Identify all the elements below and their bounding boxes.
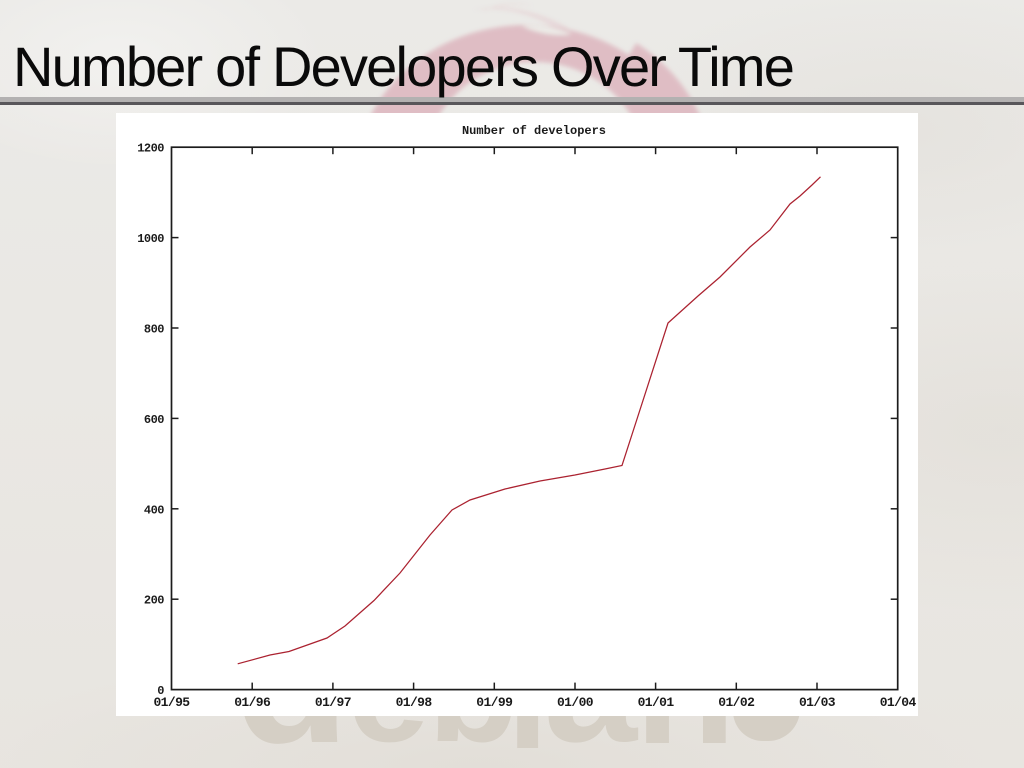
svg-text:01/98: 01/98 — [396, 695, 433, 710]
svg-text:Number of developers: Number of developers — [462, 124, 606, 138]
svg-text:01/01: 01/01 — [638, 695, 675, 710]
svg-text:01/99: 01/99 — [476, 695, 513, 710]
svg-text:01/04: 01/04 — [880, 695, 917, 710]
svg-text:200: 200 — [144, 594, 164, 608]
svg-text:800: 800 — [144, 323, 164, 337]
svg-text:01/97: 01/97 — [315, 695, 351, 710]
svg-text:01/95: 01/95 — [153, 695, 190, 710]
svg-text:01/96: 01/96 — [234, 695, 271, 710]
svg-text:01/00: 01/00 — [557, 695, 594, 710]
svg-text:600: 600 — [144, 413, 164, 427]
svg-text:01/02: 01/02 — [718, 695, 755, 710]
svg-text:1000: 1000 — [137, 232, 164, 246]
svg-text:400: 400 — [144, 503, 164, 517]
svg-text:1200: 1200 — [137, 142, 164, 156]
svg-text:0: 0 — [157, 684, 164, 698]
svg-text:01/03: 01/03 — [799, 695, 836, 710]
